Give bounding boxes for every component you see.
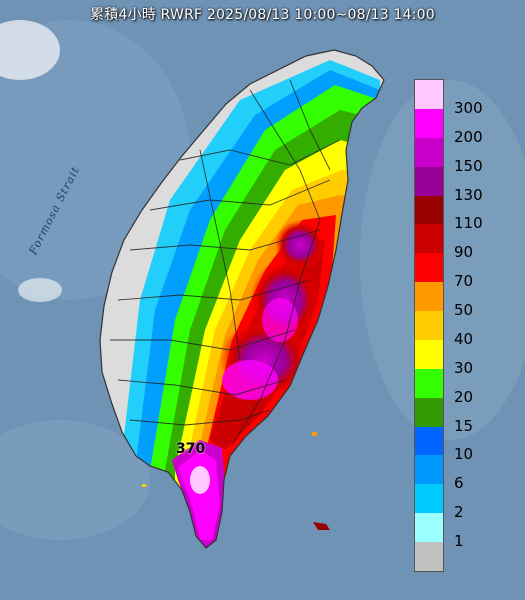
legend-swatch (415, 282, 443, 312)
legend-label: 90 (454, 243, 474, 262)
legend-swatch (415, 195, 443, 225)
legend-label: 15 (454, 416, 474, 435)
legend-swatch (415, 80, 443, 110)
legend-label: 130 (454, 185, 483, 204)
legend-label: 1 (454, 532, 464, 551)
boundaries (110, 79, 341, 446)
legend-swatches (414, 79, 444, 572)
legend-label: 200 (454, 127, 483, 146)
legend-swatch (415, 455, 443, 485)
legend-swatch (415, 542, 443, 572)
legend-swatch (415, 368, 443, 399)
legend-swatch (415, 137, 443, 168)
legend-swatch (415, 484, 443, 514)
legend-label: 110 (454, 214, 483, 233)
map-title: 累積4小時 RWRF 2025/08/13 10:00~08/13 14:00 (90, 7, 435, 23)
legend-swatch (415, 513, 443, 543)
legend-label: 50 (454, 301, 474, 320)
legend-label: 40 (454, 329, 474, 348)
legend-label: 70 (454, 272, 474, 291)
legend-swatch (415, 339, 443, 370)
legend-swatch (415, 426, 443, 456)
legend-swatch (415, 253, 443, 283)
legend-swatch (415, 311, 443, 341)
legend-swatch (415, 166, 443, 197)
legend-label: 150 (454, 156, 483, 175)
legend-label: 20 (454, 387, 474, 406)
legend-label: 30 (454, 358, 474, 377)
legend-label: 300 (454, 98, 483, 117)
max-rain-label: 370 (176, 441, 206, 457)
legend-label: 2 (454, 503, 464, 522)
color-legend: 300 200 150 130 110 90 70 50 40 30 20 15 10 6 2 1 (414, 79, 510, 572)
legend-label: 6 (454, 474, 464, 493)
legend-swatch (415, 397, 443, 428)
offshore-islands (142, 432, 330, 530)
legend-swatch (415, 224, 443, 254)
legend-label: 10 (454, 445, 474, 464)
legend-swatch (415, 108, 443, 139)
